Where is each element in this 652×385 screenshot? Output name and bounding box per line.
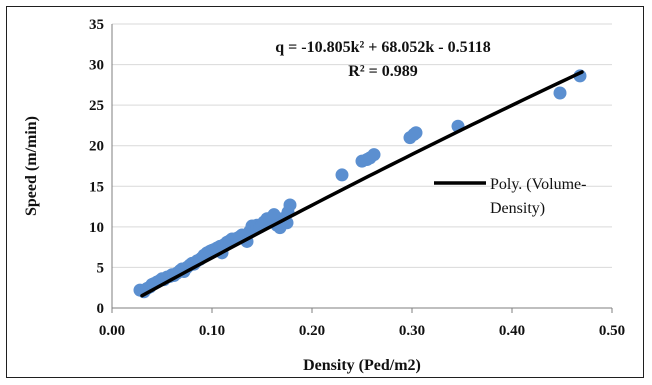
x-tick-label-5: 0.50: [599, 323, 625, 339]
x-tick-label-4: 0.40: [499, 323, 525, 339]
r-squared-label: R² = 0.989: [348, 63, 417, 80]
trendline-group: [140, 70, 584, 298]
gridlines: [112, 23, 612, 268]
y-tick-label-2: 10: [89, 220, 104, 236]
y-axis-title: Speed (m/min): [23, 116, 40, 216]
x-tick-label-2: 0.20: [299, 323, 325, 339]
x-tick-label-1: 0.10: [199, 323, 225, 339]
y-tick-label-6: 30: [89, 58, 104, 74]
data-point-57: [283, 198, 297, 212]
tick-labels: 0 5 10 15 20 25 30 35 0.00 0.10 0.20 0.30 0.40 0.50: [89, 17, 625, 339]
y-tick-label-0: 0: [97, 301, 105, 317]
x-axis-title: Density (Ped/m2): [303, 357, 421, 374]
trend-equation: q = -10.805k² + 68.052k - 0.5118: [275, 39, 491, 56]
legend-label-line1: Poly. (Volume-: [490, 176, 586, 193]
trendline: [140, 70, 584, 298]
axes: [111, 24, 613, 313]
y-tick-label-3: 15: [89, 179, 104, 195]
y-tick-label-5: 25: [89, 98, 104, 114]
data-point-62: [367, 148, 381, 162]
x-tick-label-0: 0.00: [99, 323, 125, 339]
data-point-67: [553, 86, 567, 100]
data-point-58: [335, 168, 349, 182]
x-tick-label-3: 0.30: [399, 323, 425, 339]
data-point-65: [409, 126, 423, 140]
y-tick-label-1: 5: [97, 260, 105, 276]
y-tick-label-4: 20: [89, 139, 104, 155]
legend-label-line2: Density): [490, 200, 545, 217]
y-tick-label-7: 35: [89, 17, 104, 33]
